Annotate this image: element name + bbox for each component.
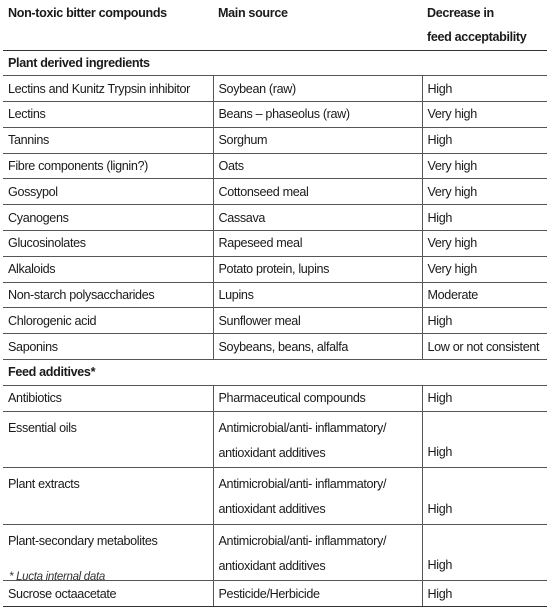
decrease-cell: Very high (421, 230, 547, 257)
compound-cell: Saponins (3, 333, 213, 361)
compound-cell: Plant-secondary metabolites (3, 524, 213, 582)
table-row: Antibiotics Pharmaceutical compounds Hig… (3, 385, 547, 412)
compound-cell: Glucosinolates (3, 230, 213, 257)
header-main-source: Main source (218, 5, 288, 20)
source-cell: Antimicrobial/anti- inflammatory/antioxi… (212, 467, 422, 525)
source-cell: Antimicrobial/anti- inflammatory/antioxi… (212, 524, 422, 582)
source-cell: Pharmaceutical compounds (212, 385, 422, 412)
compound-cell: Lectins and Kunitz Trypsin inhibitor (3, 75, 213, 103)
source-line: Antimicrobial/anti- inflammatory/ (218, 420, 387, 435)
source-cell: Rapeseed meal (212, 230, 422, 257)
source-cell: Antimicrobial/anti- inflammatory/antioxi… (212, 411, 422, 469)
source-cell: Soybean (raw) (212, 75, 422, 103)
source-line: antioxidant additives (218, 558, 326, 573)
decrease-cell: Very high (421, 178, 547, 206)
header-blank-2 (213, 25, 422, 51)
decrease-cell: High (421, 307, 547, 335)
table-row: Non-starch polysaccharides Lupins Modera… (3, 282, 547, 309)
compound-cell: Alkaloids (3, 256, 213, 283)
section-title: Plant derived ingredients (3, 50, 547, 77)
table-row: Lectins Beans – phaseolus (raw) Very hig… (3, 101, 547, 128)
table-row: Plant-secondary metabolites Antimicrobia… (3, 524, 547, 582)
header-compounds: Non-toxic bitter compounds (8, 5, 167, 20)
source-cell: Lupins (212, 282, 422, 309)
compound-cell: Essential oils (3, 411, 213, 469)
header-blank-1 (3, 25, 213, 51)
source-line: Antimicrobial/anti- inflammatory/ (218, 477, 387, 492)
compound-cell: Cyanogens (3, 204, 213, 232)
table-row: Chlorogenic acid Sunflower meal High (3, 307, 547, 335)
header-decrease-line1: Decrease in (427, 5, 494, 20)
source-cell: Sorghum (212, 127, 422, 154)
decrease-cell: High (421, 204, 547, 232)
source-cell: Oats (212, 153, 422, 180)
table-row: Sucrose octaacetate Pesticide/Herbicide … (3, 580, 547, 607)
decrease-cell: Very high (421, 256, 547, 283)
decrease-cell: Very high (421, 101, 547, 128)
source-line: antioxidant additives (218, 445, 326, 460)
compound-cell: Plant extracts (3, 467, 213, 525)
bitter-compounds-table: Non-toxic bitter compounds Main source D… (3, 0, 547, 607)
decrease-cell: High (421, 580, 547, 607)
table-row: Essential oils Antimicrobial/anti- infla… (3, 411, 547, 469)
decrease-cell: High (421, 75, 547, 103)
decrease-cell: High (421, 524, 547, 582)
table-row: Glucosinolates Rapeseed meal Very high (3, 230, 547, 257)
compound-cell: Antibiotics (3, 385, 213, 412)
source-cell: Cassava (212, 204, 422, 232)
table-row: Alkaloids Potato protein, lupins Very hi… (3, 256, 547, 283)
compound-cell: Lectins (3, 101, 213, 128)
compound-cell: Sucrose octaacetate (3, 580, 213, 607)
compound-cell: Fibre components (lignin?) (3, 153, 213, 180)
section-title: Feed additives* (3, 359, 547, 386)
table-row: Lectins and Kunitz Trypsin inhibitor Soy… (3, 75, 547, 103)
decrease-cell: Very high (421, 153, 547, 180)
decrease-cell: High (421, 411, 547, 469)
table-row: Saponins Soybeans, beans, alfalfa Low or… (3, 333, 547, 361)
compound-cell: Non-starch polysaccharides (3, 282, 213, 309)
table-row: Cyanogens Cassava High (3, 204, 547, 232)
table-body: Plant derived ingredients Lectins and Ku… (3, 50, 547, 607)
compound-cell: Tannins (3, 127, 213, 154)
decrease-cell: Low or not consistent (421, 333, 547, 361)
decrease-cell: Moderate (421, 282, 547, 309)
footnote: * Lucta internal data (9, 571, 105, 583)
table-row: Tannins Sorghum High (3, 127, 547, 154)
source-cell: Cottonseed meal (212, 178, 422, 206)
header-decrease-line2: feed acceptability (422, 25, 547, 51)
decrease-cell: High (421, 385, 547, 412)
table-row: Gossypol Cottonseed meal Very high (3, 178, 547, 206)
compound-cell: Chlorogenic acid (3, 307, 213, 335)
source-cell: Soybeans, beans, alfalfa (212, 333, 422, 361)
source-line: Antimicrobial/anti- inflammatory/ (218, 533, 387, 548)
decrease-cell: High (421, 467, 547, 525)
compound-cell: Gossypol (3, 178, 213, 206)
source-cell: Beans – phaseolus (raw) (212, 101, 422, 128)
source-line: antioxidant additives (218, 502, 326, 517)
source-cell: Pesticide/Herbicide (212, 580, 422, 607)
table-row: Plant extracts Antimicrobial/anti- infla… (3, 467, 547, 525)
decrease-cell: High (421, 127, 547, 154)
table-header: Non-toxic bitter compounds Main source D… (3, 0, 547, 51)
source-cell: Sunflower meal (212, 307, 422, 335)
table-row: Fibre components (lignin?) Oats Very hig… (3, 153, 547, 180)
source-cell: Potato protein, lupins (212, 256, 422, 283)
